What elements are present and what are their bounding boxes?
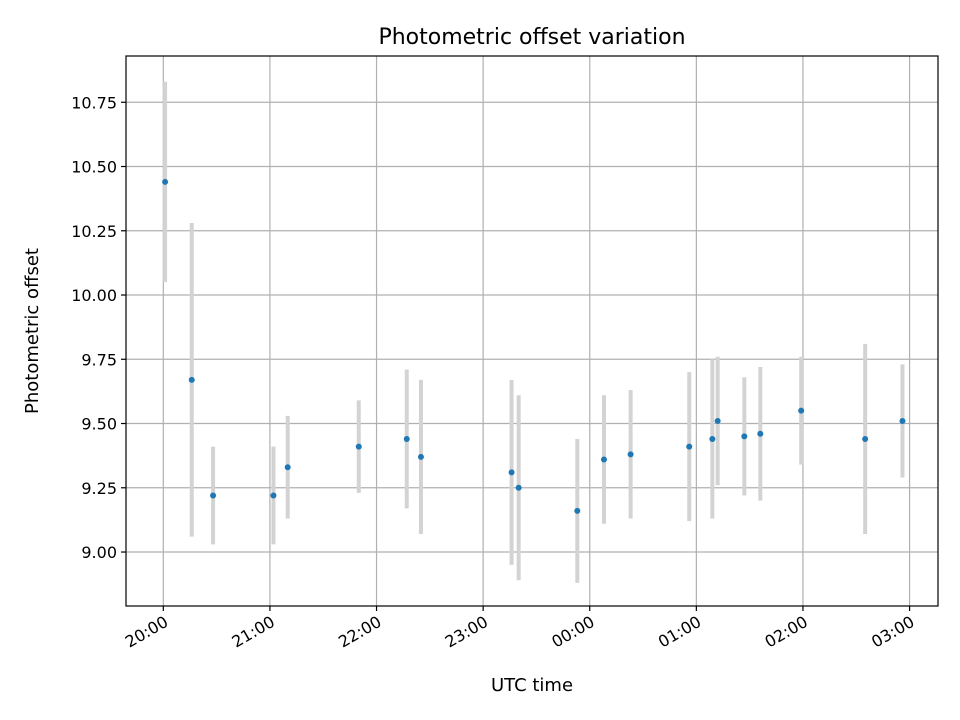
x-tick-label: 00:00 <box>548 612 597 652</box>
data-point <box>515 484 522 491</box>
data-point <box>757 430 764 437</box>
data-point <box>741 433 748 440</box>
y-tick-label: 10.50 <box>71 158 117 177</box>
data-point <box>508 469 515 476</box>
y-tick-label: 9.50 <box>81 415 117 434</box>
x-axis-label: UTC time <box>491 675 573 696</box>
data-point <box>862 435 869 442</box>
data-point <box>210 492 217 499</box>
plot-frame <box>125 55 939 607</box>
x-tick-label: 01:00 <box>655 612 704 652</box>
y-tick-label: 9.75 <box>81 350 117 369</box>
y-axis-label: Photometric offset <box>22 248 43 414</box>
data-point <box>403 435 410 442</box>
data-point <box>600 456 607 463</box>
data-point <box>714 417 721 424</box>
data-point <box>162 178 169 185</box>
y-tick-label: 9.25 <box>81 479 117 498</box>
grid-lines <box>126 56 938 606</box>
data-point <box>355 443 362 450</box>
y-tick-label: 10.75 <box>71 93 117 112</box>
data-point <box>798 407 805 414</box>
data-point <box>417 453 424 460</box>
x-tick-label: 23:00 <box>442 612 491 652</box>
data-point <box>627 451 634 458</box>
x-tick-label: 22:00 <box>335 612 384 652</box>
data-point <box>686 443 693 450</box>
y-tick-label: 9.00 <box>81 543 117 562</box>
x-tick-label: 03:00 <box>868 612 917 652</box>
y-tick-label: 10.00 <box>71 286 117 305</box>
error-bars <box>163 81 905 583</box>
data-point <box>899 417 906 424</box>
x-tick-label: 20:00 <box>122 612 171 652</box>
chart-title: Photometric offset variation <box>378 25 685 50</box>
data-point <box>270 492 277 499</box>
data-point <box>284 464 291 471</box>
y-axis-ticks: 9.00 9.25 9.50 9.75 10.00 10.25 10.50 10.75 <box>71 93 126 562</box>
x-tick-label: 21:00 <box>228 612 277 652</box>
data-point <box>188 376 195 383</box>
y-tick-label: 10.25 <box>71 222 117 241</box>
data-point <box>574 507 581 514</box>
x-tick-label: 02:00 <box>762 612 811 652</box>
data-point <box>709 435 716 442</box>
data-points <box>162 178 906 514</box>
x-axis-ticks: 20:00 21:00 22:00 23:00 00:00 01:00 02:00 03:00 <box>122 606 918 652</box>
